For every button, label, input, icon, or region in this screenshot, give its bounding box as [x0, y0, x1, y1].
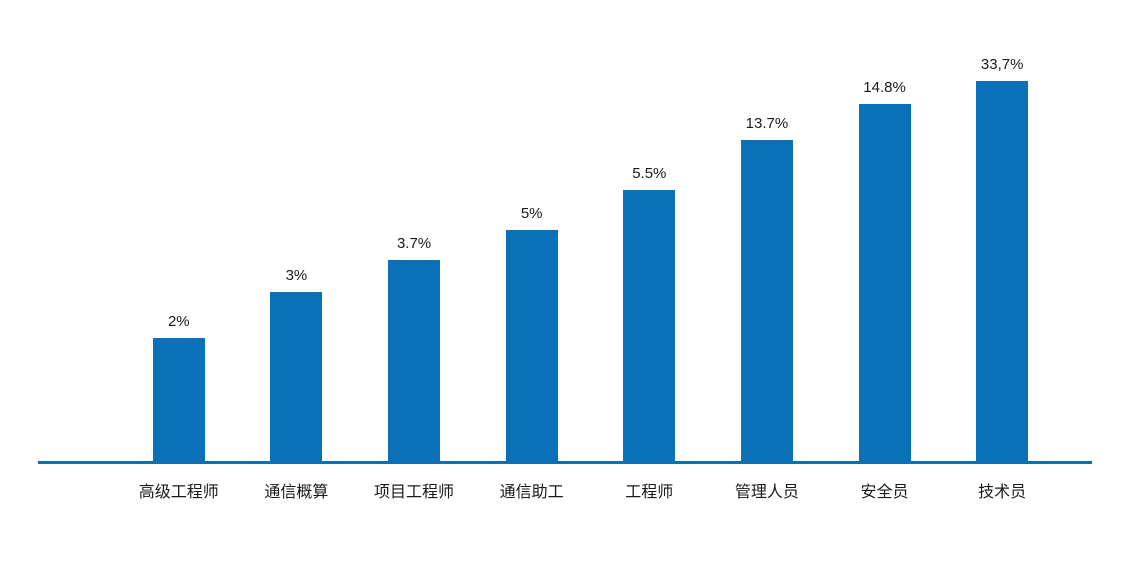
bar — [858, 104, 911, 464]
x-axis-category-label: 工程师 — [625, 484, 674, 501]
bar-value-label: 3.7% — [396, 235, 432, 252]
bar-value-label: 13.7% — [745, 115, 789, 132]
bar-column: 33,7% — [943, 0, 1061, 464]
x-axis-category-label: 管理人员 — [734, 484, 799, 501]
x-axis-category-label: 通信概算 — [264, 484, 329, 501]
bar-value-label: 5.5% — [632, 165, 667, 182]
bar-column: 3% — [238, 0, 356, 464]
x-axis-category-label: 安全员 — [860, 484, 909, 501]
x-axis-category-label: 高级工程师 — [138, 484, 219, 501]
bar — [505, 230, 558, 464]
bar-value-label: 2% — [167, 313, 190, 330]
bar-column: 2% — [120, 0, 238, 464]
bar — [270, 292, 323, 464]
bar — [388, 260, 441, 464]
bar-column: 5% — [473, 0, 591, 464]
x-axis-line — [38, 461, 1092, 464]
bar-column: 5.5% — [591, 0, 709, 464]
bar — [976, 81, 1029, 464]
plot-area: 2% 3% 3.7% 5% 5.5% 13.7% 14.8% 33,7% — [120, 0, 1061, 464]
bar-column: 13.7% — [708, 0, 826, 464]
x-axis-category-label: 通信助工 — [499, 484, 564, 501]
bar-column: 14.8% — [826, 0, 944, 464]
bar-value-label: 3% — [285, 267, 308, 284]
bar — [740, 140, 793, 464]
x-axis-labels: 高级工程师 通信概算 项目工程师 通信助工 工程师 管理人员 安全员 技术员 — [120, 483, 1061, 503]
x-axis-category-label: 项目工程师 — [374, 484, 455, 501]
bar — [623, 190, 676, 464]
bar-value-label: 14.8% — [863, 79, 906, 96]
bar-column: 3.7% — [355, 0, 473, 464]
bar — [152, 338, 205, 464]
x-axis-category-label: 技术员 — [978, 484, 1027, 501]
bar-value-label: 33,7% — [980, 56, 1024, 73]
bar-value-label: 5% — [520, 205, 543, 222]
